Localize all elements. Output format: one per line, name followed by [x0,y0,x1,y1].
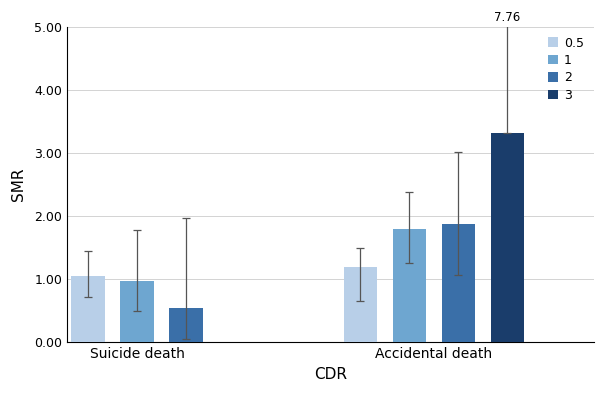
Bar [169,308,203,342]
Y-axis label: SMR: SMR [11,168,26,201]
X-axis label: CDR: CDR [314,367,347,382]
Bar [120,281,154,342]
Legend: 0.5, 1, 2, 3: 0.5, 1, 2, 3 [544,33,587,105]
Bar [71,276,105,342]
Text: 7.76: 7.76 [494,11,520,24]
Bar [393,229,426,342]
Bar [491,133,524,342]
Bar [442,224,475,342]
Bar [344,266,377,342]
